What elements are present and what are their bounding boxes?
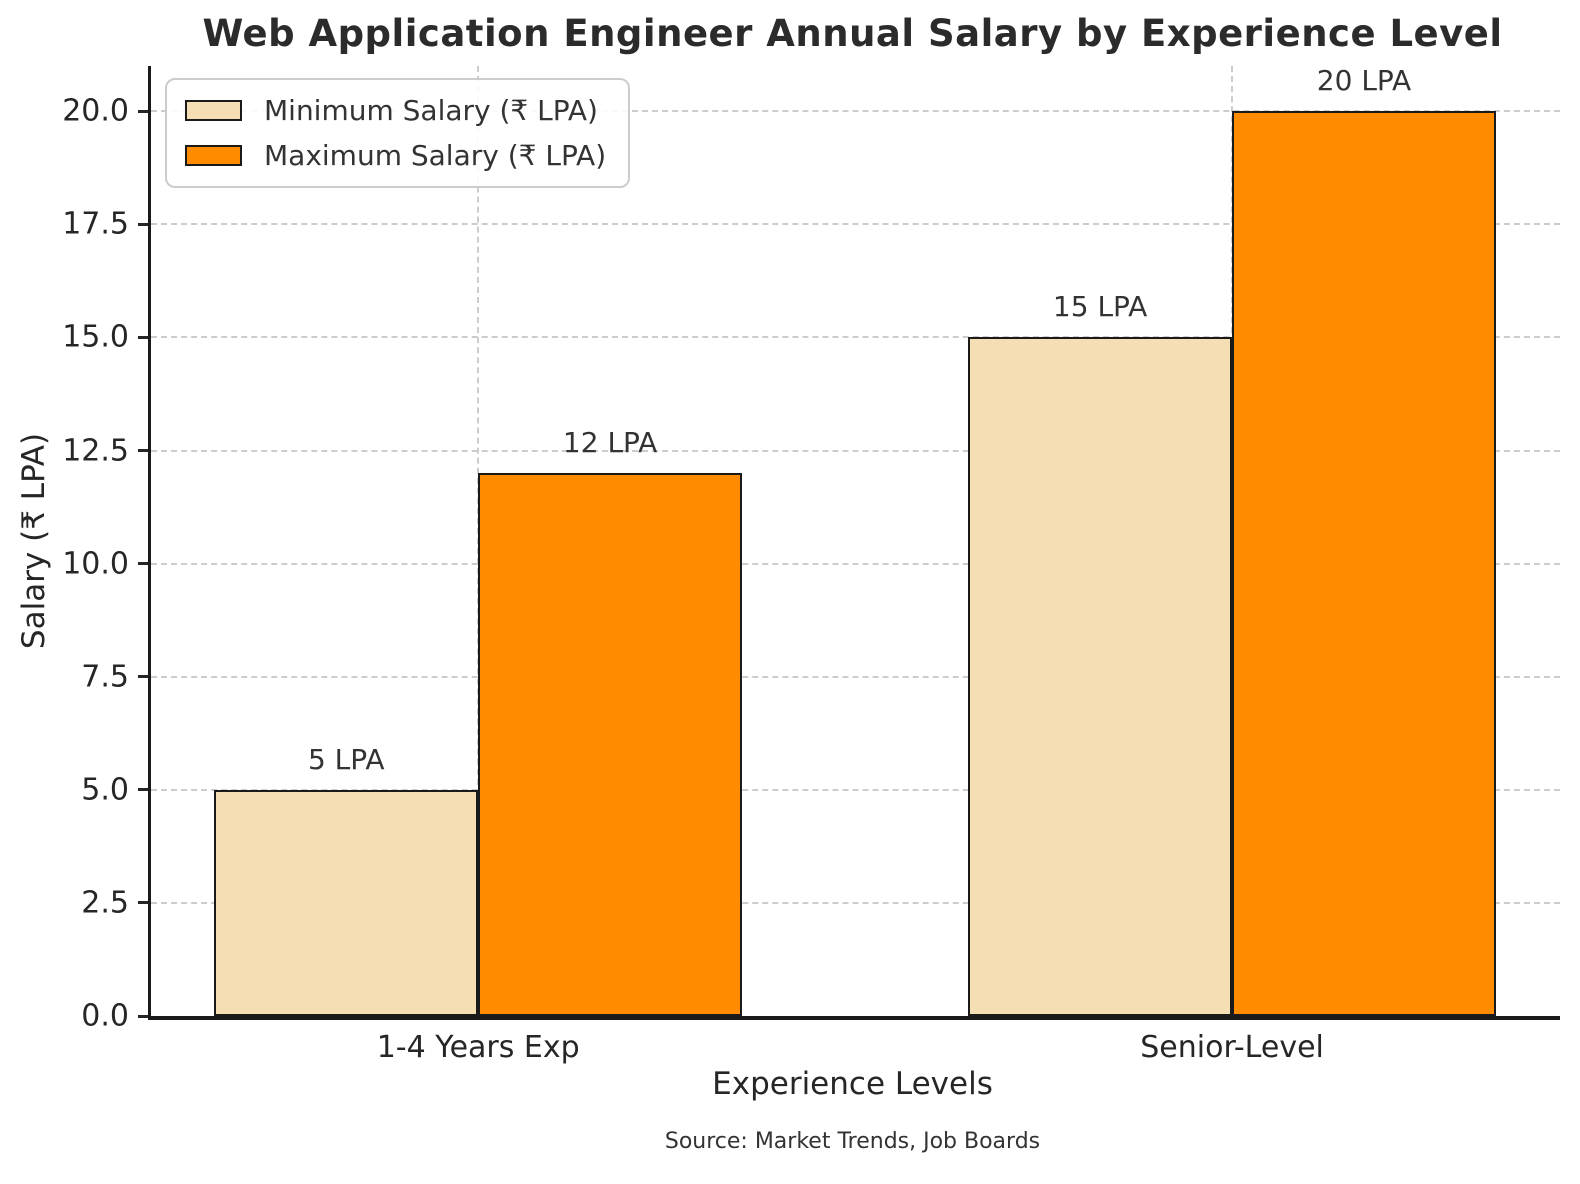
legend-label-maximum: Maximum Salary (₹ LPA) [264, 139, 607, 172]
h-gridline [151, 675, 1560, 678]
legend-label-minimum: Minimum Salary (₹ LPA) [264, 94, 598, 127]
source-note: Source: Market Trends, Job Boards [664, 1129, 1041, 1154]
y-tick-mark [138, 1014, 148, 1018]
y-tick-label: 15.0 [62, 319, 129, 355]
h-gridline [151, 788, 1560, 791]
y-tick-mark [138, 562, 148, 566]
x-tick-label: Senior-Level [1140, 1030, 1324, 1065]
x-tick-label: 1-4 Years Exp [376, 1030, 580, 1065]
y-tick-label: 7.5 [81, 659, 129, 695]
plot-area: Minimum Salary (₹ LPA) Maximum Salary (₹… [62, 64, 1560, 1065]
bar-minimum-1 [968, 337, 1233, 1016]
legend-swatch-maximum-icon [185, 145, 242, 166]
y-tick-mark [138, 788, 148, 792]
y-tick-mark [138, 901, 148, 905]
y-tick-mark [138, 109, 148, 113]
y-tick-label: 20.0 [62, 93, 129, 129]
y-tick-label: 17.5 [62, 206, 129, 242]
y-tick-mark [138, 675, 148, 679]
y-tick-label: 10.0 [62, 546, 129, 582]
y-tick-mark [138, 335, 148, 339]
h-gridline [151, 449, 1560, 452]
bar-value-label: 15 LPA [1052, 290, 1148, 324]
y-tick-label: 2.5 [81, 885, 129, 921]
bar-value-label: 12 LPA [562, 426, 658, 460]
legend-item-minimum: Minimum Salary (₹ LPA) [185, 94, 606, 127]
y-axis-label: Salary (₹ LPA) [16, 432, 52, 650]
y-tick-label: 5.0 [81, 772, 129, 808]
y-tick-label: 12.5 [62, 433, 129, 469]
y-tick-mark [138, 449, 148, 453]
y-tick-mark [138, 222, 148, 226]
h-gridline [151, 562, 1560, 565]
legend-item-maximum: Maximum Salary (₹ LPA) [185, 139, 606, 172]
bar-maximum-0 [478, 473, 743, 1016]
bar-value-label: 5 LPA [307, 742, 385, 776]
legend: Minimum Salary (₹ LPA) Maximum Salary (₹… [165, 78, 631, 188]
h-gridline [151, 901, 1560, 904]
h-gridline [151, 336, 1560, 339]
bar-value-label: 20 LPA [1316, 64, 1412, 98]
h-gridline [151, 110, 1560, 113]
y-tick-label: 0.0 [81, 998, 129, 1034]
x-axis-label: Experience Levels [712, 1066, 993, 1102]
h-gridline [151, 223, 1560, 226]
chart-title: Web Application Engineer Annual Salary b… [202, 12, 1503, 55]
bar-maximum-1 [1232, 111, 1496, 1016]
bar-minimum-0 [214, 789, 479, 1016]
legend-swatch-minimum-icon [185, 100, 242, 121]
